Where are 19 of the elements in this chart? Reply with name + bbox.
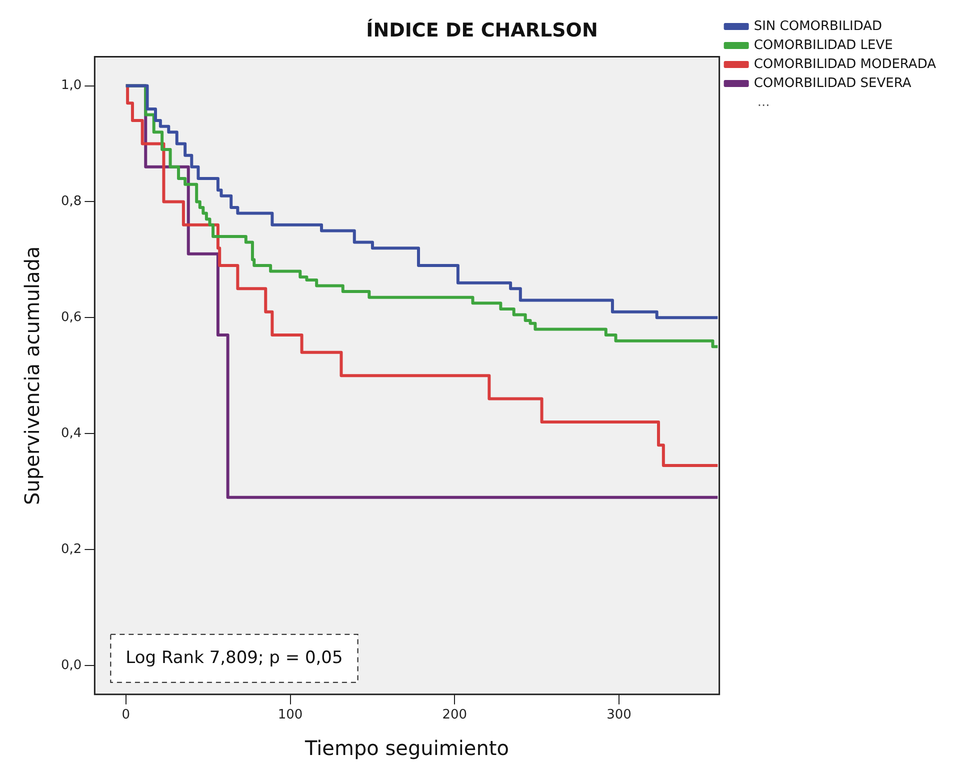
- y-tick-label: 0,0: [60, 658, 82, 673]
- legend-label: COMORBILIDAD LEVE: [754, 38, 893, 53]
- y-tick-label: 0,8: [60, 194, 82, 210]
- legend-label: COMORBILIDAD SEVERA: [754, 76, 912, 91]
- y-tick-label: 0,4: [60, 426, 82, 441]
- x-tick-label: 300: [606, 708, 632, 723]
- legend-label: SIN COMORBILIDAD: [754, 18, 882, 34]
- annotation: Log Rank 7,809; p = 0,05: [126, 648, 343, 668]
- x-tick-label: 200: [442, 708, 468, 723]
- x-tick-label: 100: [278, 708, 303, 723]
- y-tick-label: 0,2: [60, 542, 82, 557]
- x-tick-label: 0: [122, 708, 130, 723]
- y-axis-title: Supervivencia acumulada: [20, 246, 44, 506]
- chart-title: ÍNDICE DE CHARLSON: [366, 18, 598, 42]
- text: ...: [757, 94, 770, 110]
- y-tick-label: 0,6: [60, 310, 82, 326]
- x-axis-title: Tiempo seguimiento: [304, 736, 509, 760]
- legend-label: COMORBILIDAD MODERADA: [754, 56, 936, 72]
- y-tick-label: 1,0: [60, 78, 82, 94]
